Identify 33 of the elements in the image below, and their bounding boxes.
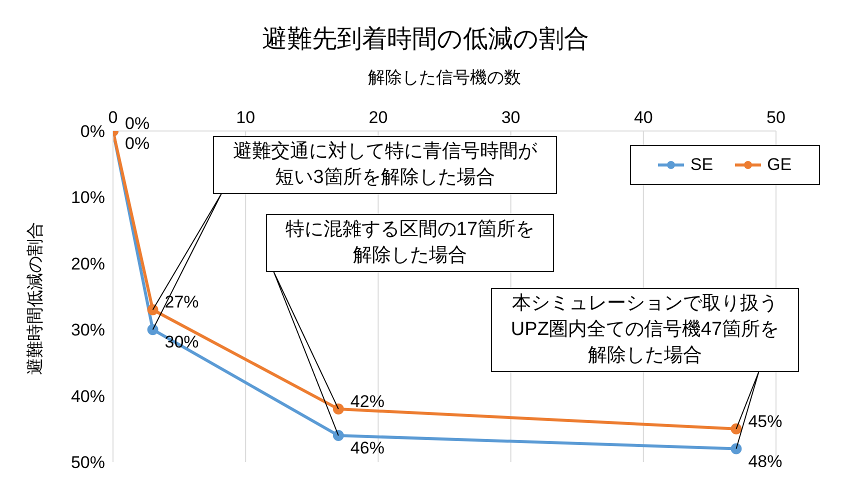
data-label: 0% <box>125 114 150 133</box>
annotation: 避難交通に対して特に青信号時間が短い3箇所を解除した場合 <box>232 140 538 190</box>
point <box>730 443 742 454</box>
legend-label: SE <box>690 155 714 175</box>
data-label: 48% <box>748 452 782 471</box>
annotation: 本シミュレーションで取り扱うUPZ圏内全ての信号機47箇所を解除した場合 <box>510 292 780 368</box>
data-label: 0% <box>125 134 150 153</box>
legend-label: GE <box>767 155 792 175</box>
x-tick-label: 10 <box>236 108 256 127</box>
x-tick-label: 0 <box>108 108 118 127</box>
point <box>147 324 158 336</box>
y-tick-label: 40% <box>70 386 105 406</box>
point <box>332 404 344 415</box>
y-tick-label: 30% <box>70 320 105 340</box>
y-tick-label: 0% <box>80 122 105 142</box>
x-tick-label: 20 <box>368 108 388 127</box>
point <box>730 423 742 434</box>
data-label: 42% <box>350 392 384 412</box>
point <box>147 304 158 316</box>
data-label: 46% <box>350 438 384 458</box>
y-tick-label: 10% <box>70 188 105 208</box>
y-tick-label: 50% <box>70 453 105 472</box>
data-label: 27% <box>164 292 199 312</box>
y-axis-title: 避難時間低減の割合 <box>24 220 46 376</box>
data-label: 45% <box>748 412 782 431</box>
y-tick-label: 20% <box>70 254 105 274</box>
x-tick-label: 30 <box>501 108 520 127</box>
x-axis-title: 解除した信号機の数 <box>367 67 522 89</box>
point <box>332 430 344 442</box>
annotation: 特に混雑する区間の17箇所を解除した場合 <box>284 218 536 268</box>
x-tick-label: 40 <box>634 108 653 127</box>
x-tick-label: 50 <box>766 108 786 127</box>
chart-title: 避難先到着時間の低減の割合 <box>261 24 590 55</box>
